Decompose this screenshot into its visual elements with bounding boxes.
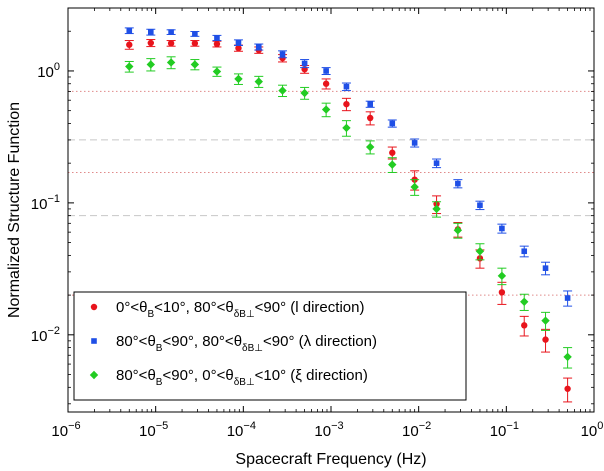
data-point-square	[521, 248, 528, 255]
x-tick-label: 100	[581, 420, 604, 440]
data-point-diamond	[541, 316, 550, 325]
data-point-diamond	[366, 142, 375, 152]
x-tick-label: 10−4	[227, 420, 256, 440]
data-point-square	[411, 140, 418, 146]
data-point-diamond	[453, 226, 463, 235]
axis-ticks: 10−6 10−5 10−4 10−3 10−2 10−1 100 10−2 10−1 100	[31, 7, 604, 440]
data-point-square	[147, 29, 154, 35]
data-point-diamond	[190, 60, 200, 69]
data-point-square	[367, 101, 374, 107]
legend-entry-label: 80°<θB<90°, 0°<θδB⊥<10° (ξ direction)	[116, 367, 368, 388]
x-axis-label: Spacecraft Frequency (Hz)	[235, 451, 426, 468]
data-point-square	[564, 295, 571, 301]
data-point-square	[433, 160, 440, 166]
data-point-square	[499, 225, 505, 232]
x-tick-label: 10−5	[139, 420, 168, 440]
series-2	[124, 56, 573, 369]
data-point-diamond	[388, 160, 397, 169]
data-point-circle	[521, 322, 528, 329]
y-tick-label: 10−2	[31, 325, 60, 345]
data-point-diamond	[254, 77, 263, 86]
data-point-circle	[213, 40, 221, 48]
x-tick-label: 10−3	[314, 420, 343, 440]
legend: 0°<θB<10°, 80°<θδB⊥<90° (l direction) 80°…	[73, 291, 467, 401]
reference-lines	[68, 90, 594, 296]
data-point-circle	[191, 40, 199, 47]
data-point-circle	[564, 385, 571, 392]
x-tick-label: 10−6	[51, 420, 80, 440]
legend-entry-label: 0°<θB<10°, 80°<θδB⊥<90° (l direction)	[116, 299, 364, 320]
data-point-circle	[126, 41, 133, 48]
data-point-square	[323, 68, 329, 74]
data-point-square	[192, 31, 198, 37]
data-point-square	[301, 60, 308, 67]
x-tick-label: 10−2	[402, 420, 431, 440]
data-point-circle	[235, 44, 242, 52]
data-point-circle	[322, 80, 330, 87]
data-point-diamond	[146, 60, 155, 69]
data-point-diamond	[278, 86, 287, 95]
data-point-diamond	[125, 62, 134, 71]
legend-marker-square	[91, 338, 97, 344]
legend-marker-diamond	[89, 370, 99, 380]
legend-marker-circle	[90, 303, 98, 311]
data-point-diamond	[497, 271, 507, 281]
data-point-circle	[167, 40, 175, 47]
data-point-circle	[367, 114, 374, 122]
x-tick-label: 10−1	[490, 420, 519, 440]
data-markers	[124, 27, 573, 403]
data-point-diamond	[321, 105, 331, 114]
legend-box	[73, 291, 467, 401]
data-point-square	[235, 39, 242, 46]
data-point-diamond	[520, 297, 529, 306]
data-point-circle	[389, 149, 396, 156]
data-point-square	[542, 265, 549, 271]
y-tick-label: 10−1	[31, 193, 60, 213]
data-point-diamond	[166, 58, 176, 67]
legend-entry-label: 80°<θB<90°, 80°<θδB⊥<90° (λ direction)	[116, 333, 377, 354]
data-point-circle	[498, 289, 506, 296]
data-point-square	[389, 120, 396, 127]
data-point-square	[477, 202, 483, 209]
data-point-diamond	[432, 204, 441, 214]
data-point-diamond	[475, 247, 485, 256]
series-1	[124, 27, 573, 307]
data-point-square	[168, 29, 174, 35]
data-point-square	[279, 51, 286, 57]
data-point-square	[455, 180, 461, 187]
data-point-diamond	[300, 88, 309, 98]
data-point-diamond	[410, 182, 419, 192]
data-point-diamond	[234, 74, 243, 84]
data-point-diamond	[342, 123, 351, 133]
data-point-circle	[343, 100, 350, 108]
data-point-square	[343, 83, 350, 90]
data-point-square	[255, 44, 262, 50]
data-point-diamond	[563, 352, 572, 362]
y-axis-label: Normalized Structure Function	[6, 102, 23, 318]
data-point-diamond	[212, 67, 222, 76]
y-tick-label: 100	[37, 61, 60, 81]
data-point-circle	[542, 336, 549, 343]
data-point-square	[214, 35, 220, 41]
data-point-square	[126, 27, 133, 34]
data-point-circle	[147, 39, 154, 47]
